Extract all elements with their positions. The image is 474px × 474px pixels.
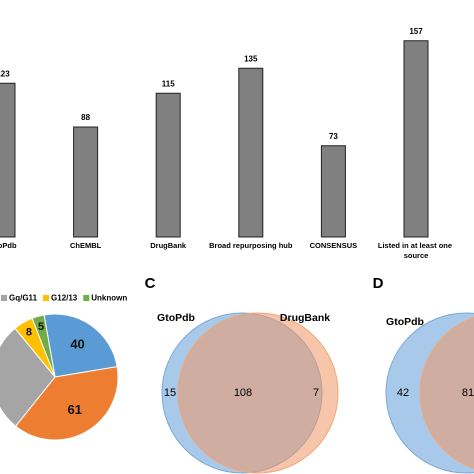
set-label: DrugBank [280, 312, 330, 324]
bar [73, 126, 99, 238]
value-label: 123 [0, 69, 10, 78]
x-tick-label: Broad repurposing hub [209, 241, 293, 250]
pie-slice [14, 366, 119, 441]
set-label: GtoPdb [386, 316, 424, 328]
value-label: 88 [81, 113, 90, 122]
slice-label: 8 [26, 326, 32, 338]
slice-label: 61 [68, 402, 82, 417]
region-count: 15 [164, 387, 176, 399]
value-label: 157 [409, 27, 423, 36]
bar [403, 40, 429, 238]
set-circle [419, 316, 474, 470]
pie-slice [43, 313, 118, 378]
slice-label: 5 [38, 321, 44, 333]
slice-label: 40 [70, 337, 84, 352]
bar [0, 82, 16, 238]
set-label: GtoPdb [157, 312, 195, 324]
x-tick-label: CONSENSUS [310, 241, 358, 250]
bar [320, 145, 346, 238]
value-label: 115 [162, 79, 175, 88]
legend-label: Unknown [91, 294, 127, 303]
x-tick-label: Listed in at least one source [378, 241, 454, 260]
value-label: 73 [329, 132, 338, 141]
legend-swatch [43, 295, 50, 301]
pie-slice [31, 314, 56, 378]
x-tick-label: ChEMBL [70, 241, 102, 250]
region-count: 81 [462, 387, 474, 399]
value-label: 135 [244, 54, 258, 63]
x-tick-label: DrugBank [150, 241, 187, 250]
region-count: 42 [397, 387, 409, 399]
panel-letter: D [373, 275, 384, 292]
x-tick-label: GtoPdb [0, 241, 17, 250]
legend-swatch [83, 295, 90, 301]
bar [238, 67, 264, 238]
panel-letter: C [145, 275, 156, 292]
bar [155, 92, 181, 238]
pie-slice [0, 327, 56, 427]
set-circle [177, 312, 339, 474]
legend-swatch [1, 295, 7, 301]
region-count: 108 [234, 387, 252, 399]
legend-label: G12/13 [51, 294, 78, 303]
legend-label: Gq/G11 [9, 294, 38, 303]
region-count: 7 [313, 387, 319, 399]
